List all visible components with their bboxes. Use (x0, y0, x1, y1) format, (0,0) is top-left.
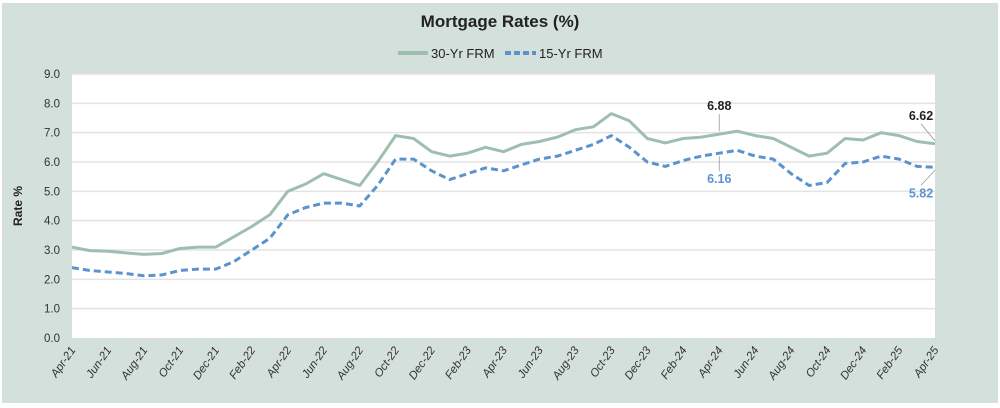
x-tick-label: Aug-22 (334, 344, 366, 383)
x-tick-label: Dec-23 (623, 344, 654, 382)
annotation-leader (920, 170, 936, 186)
legend: 30-Yr FRM 15-Yr FRM (398, 46, 603, 61)
y-tick-label: 4.0 (44, 216, 60, 228)
y-tick-label: 6.0 (44, 157, 60, 169)
x-tick-label: Oct-23 (588, 344, 618, 380)
x-tick-label: Dec-22 (407, 344, 438, 382)
y-tick-label: 2.0 (44, 274, 60, 286)
annotation-leader (920, 123, 936, 142)
series-line-15yr (71, 134, 936, 278)
x-tick-label: Jun-24 (731, 345, 762, 382)
legend-label-30yr: 30-Yr FRM (431, 46, 495, 61)
x-tick-label: Oct-21 (157, 345, 187, 380)
chart-title: Mortgage Rates (%) (421, 12, 580, 31)
legend-label-15yr: 15-Yr FRM (539, 46, 603, 61)
y-tick-label: 7.0 (44, 128, 60, 140)
x-tick-label: Apr-21 (48, 345, 78, 381)
x-tick-label: Jun-21 (84, 345, 115, 382)
x-tick-label: Feb-22 (228, 344, 259, 381)
x-tick-label: Jun-22 (300, 344, 331, 381)
x-tick-label: Apr-23 (480, 344, 510, 380)
x-tick-label: Feb-23 (443, 344, 474, 381)
x-tick-label: Oct-24 (804, 345, 834, 380)
data-label: 6.16 (707, 172, 731, 186)
x-tick-label: Apr-22 (264, 344, 294, 380)
x-tick-label: Apr-25 (911, 344, 941, 380)
data-label: 5.82 (909, 186, 933, 200)
y-tick-label: 9.0 (44, 69, 60, 81)
x-tick-label: Oct-22 (372, 344, 402, 380)
data-label: 6.62 (909, 109, 933, 123)
x-tick-label: Aug-24 (766, 345, 798, 383)
x-tick-label: Aug-23 (550, 344, 582, 383)
y-tick-label: 0.0 (44, 333, 60, 345)
y-tick-label: 5.0 (44, 186, 60, 198)
y-tick-label: 8.0 (44, 98, 60, 110)
x-tick-label: Dec-24 (838, 345, 869, 382)
x-tick-label: Jun-23 (515, 344, 546, 381)
x-tick-label: Apr-24 (696, 345, 726, 381)
series-line-30yr (71, 112, 936, 256)
x-tick-label: Feb-25 (875, 344, 906, 381)
x-tick-label: Aug-21 (119, 345, 151, 383)
y-tick-label: 3.0 (44, 245, 60, 257)
y-axis-label: Rate % (11, 186, 25, 226)
plot-area (72, 74, 935, 338)
data-label: 6.88 (707, 99, 731, 113)
y-tick-label: 1.0 (44, 304, 60, 316)
x-tick-label: Feb-24 (659, 345, 690, 382)
x-tick-label: Dec-21 (191, 345, 222, 382)
